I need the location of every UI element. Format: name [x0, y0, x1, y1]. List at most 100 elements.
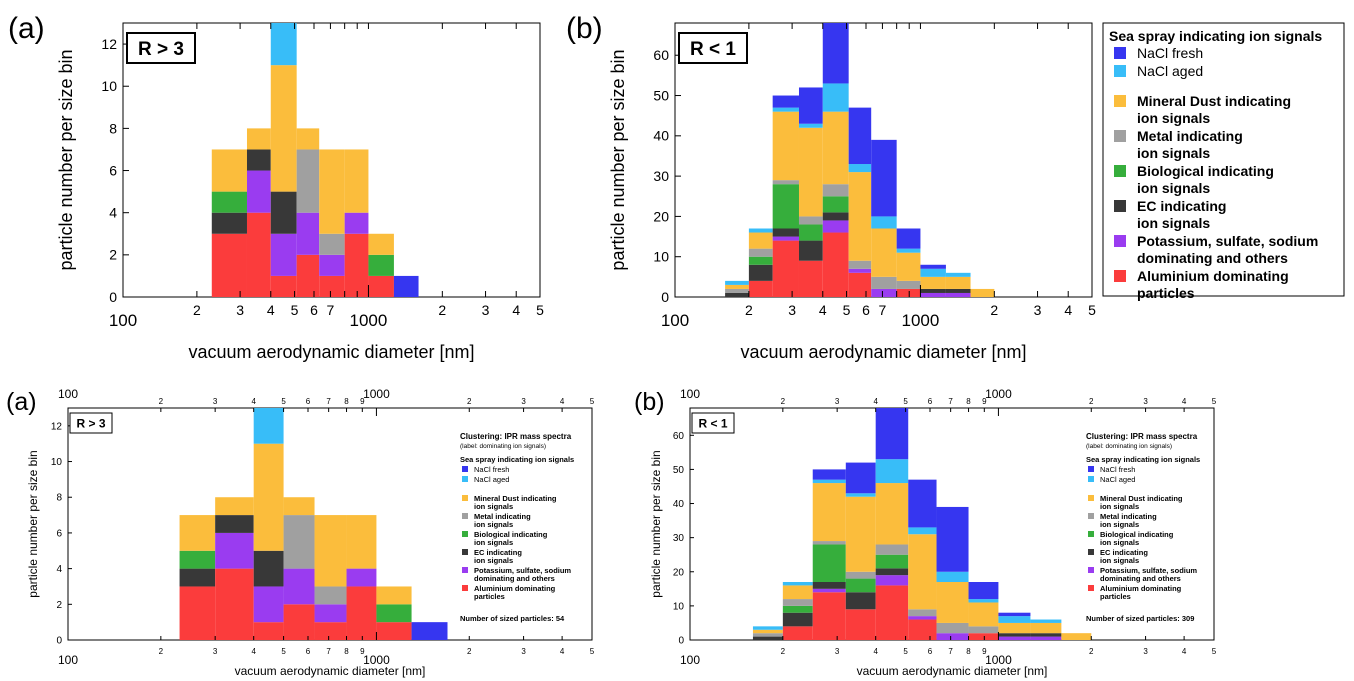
x-minor-label: 4	[560, 397, 565, 406]
legend-swatch-ec	[1114, 200, 1126, 212]
sized-particles-label: Number of sized particles: 309	[1086, 614, 1194, 623]
bar-mineral-bin-5	[344, 149, 369, 213]
legend-swatch-nacl_fresh	[462, 466, 468, 472]
bar-ec-bin-3	[845, 592, 876, 610]
bar-metal-bin-7	[896, 280, 921, 289]
bar-potassium-bin-1	[246, 170, 271, 213]
chart-bot-b: 0 10 20 30 40 50 60 100 1000 2 3 4 5 6 7 8 9 2 3 4 5 100 1000 2…	[634, 387, 1217, 678]
bar-ec-bin-1	[782, 612, 813, 627]
bar-nacl_aged-bin-0	[725, 280, 749, 285]
bar-nacl_fresh-bin-5	[908, 479, 937, 528]
condition-box	[126, 32, 196, 64]
bar-nacl_fresh-bin-7	[968, 582, 999, 600]
condition-label: R < 1	[698, 416, 727, 430]
legend-clustering-sub: (label: dominating ion signals)	[460, 443, 546, 450]
legend-swatch-potassium	[1114, 235, 1126, 247]
bar-mineral-bin-6	[376, 586, 412, 605]
legend-text-mineral: Mineral Dust indicating	[1137, 93, 1291, 109]
x-major-label: 1000	[985, 653, 1012, 667]
bar-ec-bin-4	[822, 212, 849, 221]
bar-mineral-bin-5	[908, 534, 937, 610]
bar-nacl_fresh-bin-8	[998, 612, 1031, 617]
y-tick-label: 0	[678, 636, 684, 647]
bar-nacl_aged-bin-2	[772, 107, 799, 112]
x-minor-label: 7	[327, 302, 335, 318]
x-major-label: 100	[661, 311, 689, 330]
x-minor-label: 2	[1089, 397, 1094, 406]
x-minor-label: 9	[360, 397, 365, 406]
legend-text-bio: Biological indicating	[1137, 163, 1274, 179]
bar-alu-bin-3	[798, 260, 823, 297]
legend-text-ec: ion signals	[1137, 215, 1210, 231]
bar-nacl_fresh-bin-6	[871, 139, 897, 217]
legend-text-potassium: Potassium, sulfate, sodium	[474, 566, 571, 575]
y-tick-label: 50	[653, 87, 669, 103]
bar-potassium-bin-5	[908, 616, 937, 620]
legend-text-mineral: Mineral Dust indicating	[1100, 494, 1183, 503]
bar-metal-bin-0	[725, 288, 749, 293]
x-minor-label: 4	[251, 397, 256, 406]
bar-bio-bin-0	[211, 191, 247, 213]
legend-sea-spray-header: Sea spray indicating ion signals	[1109, 28, 1322, 44]
bar-alu-bin-2	[772, 240, 799, 297]
x-minor-label: 5	[1212, 397, 1217, 406]
bar-mineral-bin-7	[968, 602, 999, 627]
y-tick-label: 6	[109, 162, 117, 178]
x-minor-label: 3	[788, 302, 796, 318]
bar-mineral-bin-7	[896, 252, 921, 281]
bar-nacl_fresh-bin-4	[822, 23, 849, 84]
bar-mineral-bin-9	[1030, 622, 1062, 634]
bar-nacl_fresh-bin-3	[845, 462, 876, 494]
bar-ec-bin-9	[1030, 633, 1062, 637]
bar-potassium-bin-9	[945, 292, 971, 297]
legend-swatch-metal	[462, 513, 468, 519]
bar-mineral-bin-6	[871, 228, 897, 277]
bar-alu-bin-5	[848, 272, 872, 297]
bar-mineral-bin-2	[270, 65, 297, 192]
bar-metal-bin-4	[822, 184, 849, 197]
x-minor-label: 4	[1064, 302, 1072, 318]
x-major-label: 1000	[350, 311, 388, 330]
bar-metal-bin-2	[772, 180, 799, 185]
bar-potassium-bin-8	[998, 636, 1031, 640]
y-tick-label: 2	[56, 600, 62, 611]
bar-alu-bin-1	[215, 568, 254, 640]
bar-potassium-bin-3	[296, 212, 320, 255]
legend-text-nacl_fresh: NaCl fresh	[1137, 45, 1203, 61]
bar-alu-bin-3	[283, 604, 315, 640]
x-minor-label: 4	[1182, 647, 1187, 656]
bar-potassium-bin-8	[920, 292, 946, 297]
bar-metal-bin-0	[752, 633, 783, 637]
bar-alu-bin-1	[748, 280, 773, 297]
bar-mineral-bin-8	[920, 276, 946, 289]
bar-nacl_aged-bin-9	[1030, 619, 1062, 623]
bar-potassium-bin-1	[215, 532, 254, 569]
bar-mineral-bin-0	[752, 629, 783, 634]
x-axis-label: vacuum aerodynamic diameter [nm]	[857, 664, 1048, 678]
x-minor-label: 9	[982, 397, 987, 406]
legend-text-metal: ion signals	[1137, 145, 1210, 161]
bar-alu-bin-4	[319, 275, 345, 297]
x-minor-label: 5	[590, 397, 595, 406]
legend-swatch-ec	[462, 549, 468, 555]
x-major-label: 1000	[902, 311, 940, 330]
bar-nacl_aged-bin-4	[875, 459, 909, 484]
y-tick-label: 30	[673, 533, 685, 544]
x-major-label: 100	[680, 387, 700, 401]
x-major-label: 1000	[363, 387, 390, 401]
x-minor-label: 5	[903, 647, 908, 656]
x-axis-label: vacuum aerodynamic diameter [nm]	[188, 342, 474, 362]
legend-text-ec: EC indicating	[1100, 548, 1148, 557]
y-tick-label: 40	[653, 128, 669, 144]
legend-frame	[1102, 22, 1345, 297]
chart-bot-a: 0 2 4 6 8 10 12 100 1000 2 3 4 5 6 7 8 9 2 3 4 5 100 1000 2 3 4 5 6…	[6, 387, 595, 678]
x-minor-label: 7	[326, 647, 331, 656]
inline-legend: Clustering: IPR mass spectra (label: domi…	[1086, 432, 1200, 623]
legend-text-metal: Metal indicating	[1137, 128, 1243, 144]
legend-text-potassium: Potassium, sulfate, sodium	[1137, 233, 1318, 249]
bar-potassium-bin-2	[270, 233, 297, 276]
x-minor-label: 2	[438, 302, 446, 318]
